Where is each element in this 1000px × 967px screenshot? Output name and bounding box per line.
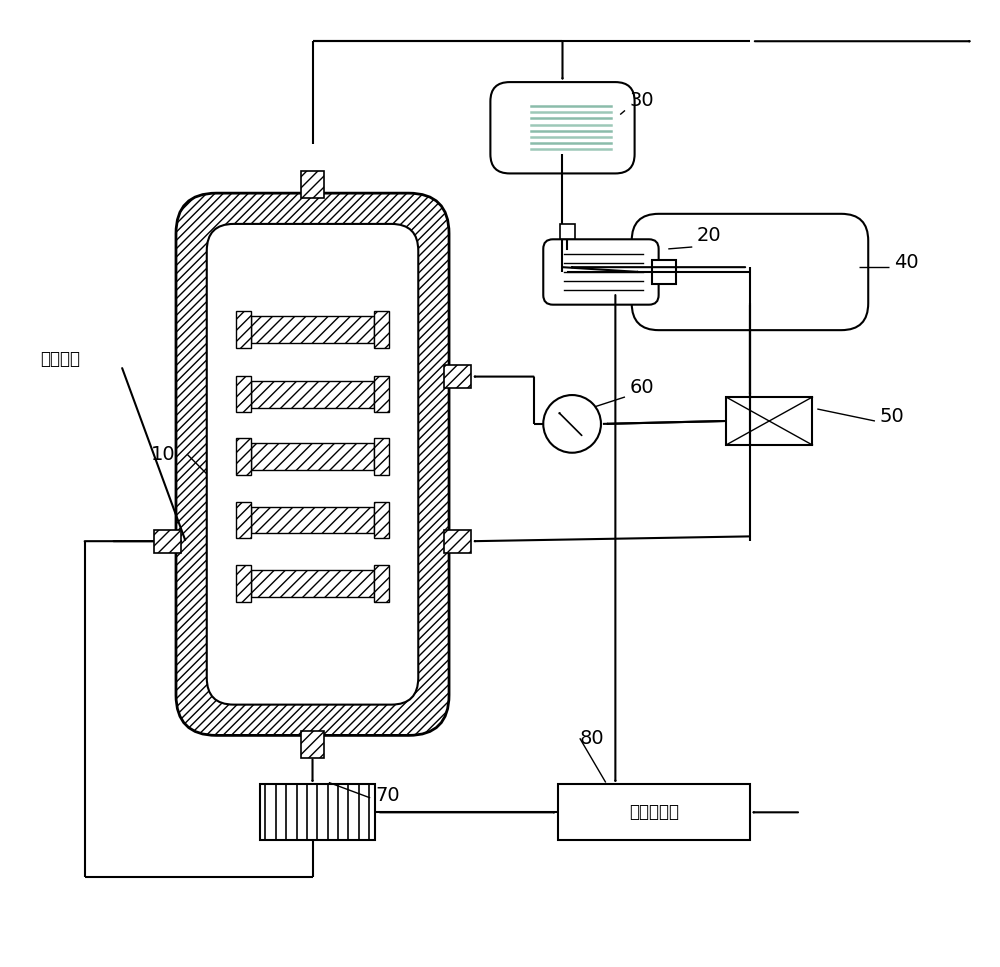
Bar — [374, 438, 389, 475]
Bar — [154, 530, 181, 553]
Bar — [374, 566, 389, 601]
Bar — [444, 530, 471, 553]
Bar — [301, 731, 324, 757]
Text: 20: 20 — [697, 226, 722, 245]
FancyBboxPatch shape — [207, 224, 418, 705]
Bar — [251, 507, 374, 534]
Bar — [374, 438, 389, 475]
Bar — [374, 566, 389, 601]
Bar — [301, 171, 324, 198]
Bar — [236, 438, 251, 475]
Text: 40: 40 — [894, 252, 919, 272]
Bar — [444, 530, 471, 553]
Text: 60: 60 — [630, 378, 654, 396]
Bar — [374, 502, 389, 539]
Text: 30: 30 — [630, 91, 654, 110]
Bar — [236, 502, 251, 539]
Bar — [236, 438, 251, 475]
FancyBboxPatch shape — [490, 82, 635, 173]
Bar — [444, 366, 471, 388]
Bar — [374, 311, 389, 348]
Text: 绿油去储罐: 绿油去储罐 — [629, 804, 679, 821]
Bar — [251, 443, 374, 470]
Bar — [301, 171, 324, 198]
Bar — [236, 502, 251, 539]
Bar — [301, 731, 324, 757]
Bar — [251, 570, 374, 597]
Bar — [236, 311, 251, 348]
Bar — [652, 260, 676, 283]
Bar — [251, 381, 374, 407]
Text: 70: 70 — [375, 786, 400, 806]
Circle shape — [543, 396, 601, 453]
Text: 50: 50 — [880, 407, 905, 425]
Bar — [726, 397, 812, 445]
Bar — [251, 443, 374, 470]
Bar — [251, 570, 374, 597]
Bar — [251, 316, 374, 343]
Bar — [154, 530, 181, 553]
Bar — [236, 566, 251, 601]
FancyBboxPatch shape — [176, 193, 449, 735]
Bar — [374, 311, 389, 348]
Bar — [260, 784, 375, 840]
Bar — [251, 316, 374, 343]
Bar — [374, 376, 389, 412]
Bar — [374, 376, 389, 412]
Bar — [236, 376, 251, 412]
Bar — [444, 366, 471, 388]
FancyBboxPatch shape — [632, 214, 868, 330]
Bar — [251, 381, 374, 407]
FancyBboxPatch shape — [543, 239, 659, 305]
Bar — [236, 311, 251, 348]
Bar — [558, 784, 750, 840]
Text: 10: 10 — [151, 445, 176, 464]
Bar — [236, 376, 251, 412]
Bar — [560, 224, 575, 239]
Bar — [236, 566, 251, 601]
Bar — [374, 502, 389, 539]
Bar — [251, 507, 374, 534]
Text: 反应气体: 反应气体 — [40, 349, 80, 367]
Text: 80: 80 — [580, 729, 604, 747]
